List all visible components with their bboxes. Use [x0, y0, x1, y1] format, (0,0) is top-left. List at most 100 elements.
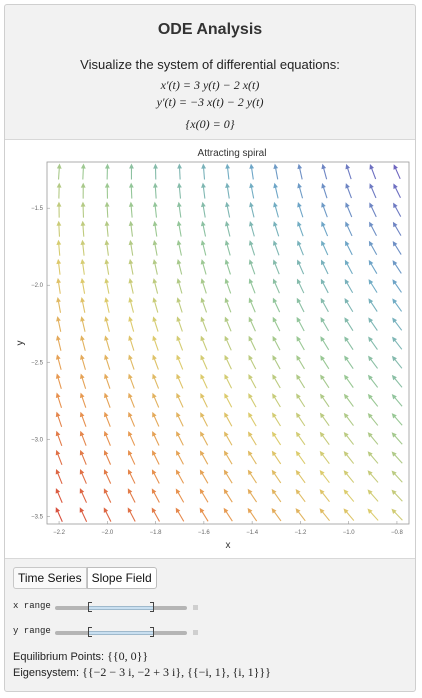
vector-arrow [201, 221, 206, 237]
vector-arrow [392, 337, 402, 350]
x-range-fill [89, 606, 153, 610]
tab-slope-field[interactable]: Slope Field [87, 567, 157, 589]
vector-arrow [201, 164, 206, 180]
vector-arrow [393, 260, 402, 273]
vector-arrow [249, 298, 256, 313]
vector-arrow [152, 297, 157, 312]
vector-arrow [224, 374, 231, 388]
y-tick-label: −2.0 [31, 283, 44, 289]
vector-arrow [81, 164, 86, 180]
vector-arrow [369, 279, 378, 293]
vector-arrow [321, 202, 327, 217]
vector-arrow [272, 470, 281, 483]
x-axis-label: x [226, 540, 231, 551]
vector-arrow [128, 316, 133, 331]
vector-arrow [153, 183, 158, 199]
y-range-min-handle[interactable] [88, 627, 92, 637]
ode-analysis-panel: ODE Analysis Visualize the system of dif… [4, 4, 416, 692]
view-tabs: Time Series Slope Field [13, 567, 157, 589]
x-range-expand-button[interactable] [193, 605, 198, 610]
vector-arrow [321, 260, 328, 274]
vector-arrow [80, 431, 86, 446]
vector-arrow [81, 221, 86, 237]
vector-arrow [225, 317, 231, 332]
vector-arrow [201, 202, 206, 218]
vector-arrow [57, 183, 62, 199]
vector-arrow [296, 355, 304, 369]
vector-arrow [249, 164, 254, 180]
vector-arrow [80, 488, 87, 503]
vector-arrow [392, 413, 402, 425]
eigensystem-label: Eigensystem: [13, 667, 79, 679]
vector-arrow [320, 508, 330, 520]
vector-arrow [368, 356, 378, 369]
y-range-expand-button[interactable] [193, 630, 198, 635]
vector-arrow [81, 202, 86, 218]
vector-arrow [105, 202, 110, 218]
y-tick-label: −3.0 [31, 437, 44, 443]
vector-arrow [105, 221, 110, 237]
vector-arrow [345, 298, 353, 312]
vector-arrow [153, 240, 158, 256]
y-range-slider[interactable] [55, 631, 187, 635]
vector-arrow [344, 432, 354, 445]
vector-arrow [200, 469, 208, 483]
vector-arrow [129, 202, 134, 218]
x-range-label: x range [13, 601, 51, 611]
vector-arrow [344, 394, 353, 407]
vector-arrow [80, 412, 86, 427]
vector-arrow [201, 278, 207, 293]
vector-arrow [272, 508, 281, 521]
vector-arrow [297, 298, 304, 312]
vector-arrow [152, 507, 160, 521]
x-tick-label: −1.2 [294, 530, 307, 536]
y-axis-label: y [15, 341, 26, 346]
x-axis-ticks: −2.2 −2.0 −1.8 −1.6 −1.4 −1.2 −1.0 −0.8 [53, 521, 403, 536]
vector-arrow [129, 240, 134, 256]
vector-arrow [272, 451, 281, 464]
vector-arrow [128, 431, 135, 446]
vector-arrow [104, 431, 110, 446]
vector-arrow [105, 183, 110, 199]
y-range-slider-row: y range [13, 626, 203, 640]
vector-arrow [368, 298, 377, 311]
vector-arrow [273, 317, 280, 331]
vector-arrow [296, 470, 305, 483]
x-range-min-handle[interactable] [88, 602, 92, 612]
vector-arrow [321, 298, 329, 312]
vector-arrow [320, 413, 329, 426]
tab-time-series[interactable]: Time Series [13, 567, 87, 589]
vector-arrow [249, 202, 254, 218]
vector-arrow [369, 260, 377, 274]
vector-arrow [392, 318, 402, 331]
vector-arrow [56, 373, 61, 388]
vector-arrow [104, 335, 109, 350]
vector-arrow [392, 394, 402, 406]
vector-arrow [345, 221, 352, 236]
equilibrium-label: Equilibrium Points: [13, 651, 104, 663]
vector-arrow [248, 355, 255, 369]
vector-arrow [297, 202, 303, 217]
vector-arrow [80, 278, 85, 294]
vector-arrow [104, 412, 110, 427]
vector-arrow [176, 488, 184, 502]
vector-arrow [152, 335, 158, 350]
vector-arrow [176, 336, 182, 351]
x-range-slider-row: x range [13, 601, 203, 615]
vector-arrow [176, 412, 183, 426]
vector-arrow [368, 317, 377, 330]
y-tick-label: −1.5 [31, 206, 44, 212]
vector-arrow [104, 469, 111, 484]
vector-arrow [393, 241, 401, 255]
x-range-max-handle[interactable] [150, 602, 154, 612]
x-range-slider[interactable] [55, 606, 187, 610]
vector-arrow [320, 489, 330, 502]
y-tick-label: −3.5 [31, 514, 44, 520]
vector-arrow [200, 393, 207, 407]
vector-arrow [56, 278, 61, 294]
eigensystem-value: {{−2 − 3 i, −2 + 3 i}, {{−i, 1}, {i, 1}}… [82, 665, 271, 679]
vector-arrow [343, 508, 353, 520]
vector-arrow [273, 164, 278, 180]
vector-arrow [296, 393, 305, 406]
y-range-max-handle[interactable] [150, 627, 154, 637]
